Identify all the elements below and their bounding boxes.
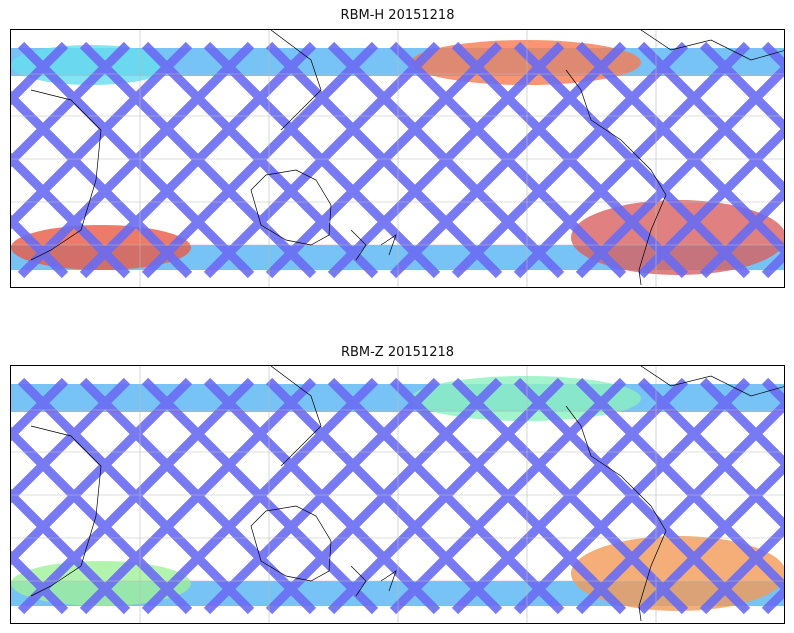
- track-descending: [451, 377, 689, 615]
- satellite-tracks: [11, 41, 784, 279]
- map-canvas-rbm-h: [11, 30, 784, 287]
- track-descending: [203, 377, 441, 615]
- track-descending: [327, 377, 565, 615]
- track-descending: [265, 377, 503, 615]
- coastline-south-america: [565, 69, 667, 286]
- track-ascending: [699, 377, 784, 469]
- track-descending: [265, 41, 503, 279]
- track-descending: [389, 377, 627, 615]
- map-panel-rbm-z: [10, 365, 785, 624]
- track-ascending: [11, 550, 69, 615]
- coastline-south-america: [565, 405, 667, 622]
- graticule: [11, 366, 784, 623]
- track-descending: [513, 41, 751, 279]
- coastline-africa: [30, 425, 102, 597]
- track-descending: [17, 377, 255, 615]
- track-descending: [699, 523, 784, 615]
- track-descending: [575, 399, 784, 615]
- track-descending: [637, 125, 784, 279]
- track-descending: [11, 377, 69, 442]
- panel-title-rbm-z: RBM-Z 20151218: [340, 345, 455, 360]
- track-descending: [11, 41, 131, 168]
- track-descending: [11, 377, 131, 504]
- coastline-east-asia: [270, 366, 322, 467]
- coastline-australia: [250, 505, 332, 582]
- track-descending: [11, 41, 69, 106]
- track-descending: [79, 377, 317, 615]
- track-descending: [11, 41, 193, 230]
- coastline-new-zealand: [350, 229, 397, 261]
- track-descending: [203, 41, 441, 279]
- coastlines: [30, 30, 784, 286]
- track-descending: [699, 187, 784, 279]
- track-descending: [637, 461, 784, 615]
- track-ascending: [699, 41, 784, 133]
- map-canvas-rbm-z: [11, 366, 784, 623]
- track-descending: [327, 41, 565, 279]
- track-descending: [141, 377, 379, 615]
- track-ascending: [11, 214, 69, 279]
- coastline-north-america: [640, 30, 784, 61]
- satellite-tracks: [11, 377, 784, 615]
- coastlines: [30, 366, 784, 622]
- track-descending: [79, 41, 317, 279]
- track-descending: [389, 41, 627, 279]
- track-descending: [575, 63, 784, 279]
- graticule: [11, 30, 784, 287]
- track-descending: [11, 377, 193, 566]
- track-descending: [141, 41, 379, 279]
- coastline-africa: [30, 89, 102, 261]
- coastline-new-zealand: [350, 565, 397, 597]
- coastline-australia: [250, 169, 332, 246]
- coastline-east-asia: [270, 30, 322, 131]
- map-panel-rbm-h: [10, 29, 785, 288]
- panel-title-rbm-h: RBM-H 20151218: [340, 8, 455, 23]
- coastline-north-america: [640, 366, 784, 397]
- track-descending: [451, 41, 689, 279]
- track-descending: [513, 377, 751, 615]
- track-descending: [17, 41, 255, 279]
